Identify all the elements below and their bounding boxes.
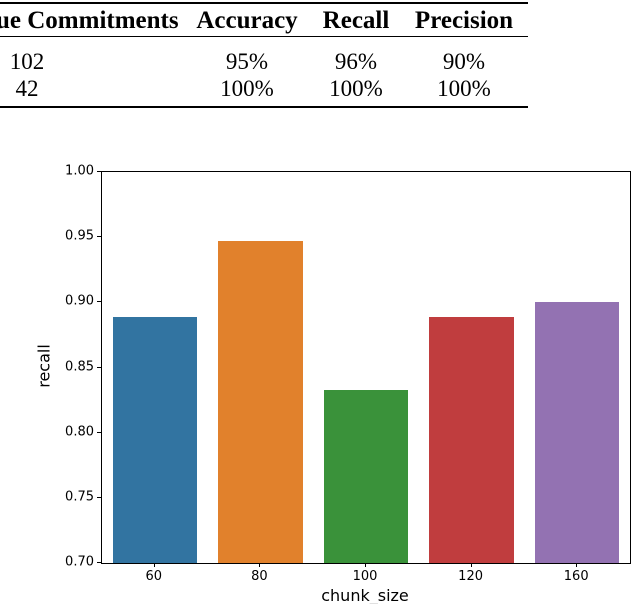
table-cell: 100%: [329, 76, 383, 101]
recall-bar-chart: recall 60 80 100 120 160 1.00 0.95 0.90 0.85 0.80…: [0, 140, 640, 604]
table-top-rule: [0, 2, 528, 4]
y-tick-mark: [97, 562, 101, 563]
y-tick-label: 0.90: [65, 293, 94, 309]
plot-area: [101, 171, 631, 564]
y-tick-label: 1.00: [65, 163, 94, 179]
table-cell: 102: [9, 49, 45, 74]
x-tick-mark: [259, 563, 261, 567]
table-cell: 95%: [225, 49, 269, 74]
y-tick-mark: [97, 366, 101, 368]
bar-chunk-80: [218, 241, 303, 563]
results-table: ue Commitments Accuracy Recall Precision…: [0, 0, 640, 115]
bar-chunk-60: [112, 316, 198, 563]
y-tick-label: 0.85: [65, 359, 94, 374]
x-tick-label: 160: [563, 569, 589, 584]
x-tick-mark: [576, 563, 578, 567]
bar-chunk-100: [323, 389, 409, 563]
y-tick-label: 0.80: [65, 424, 94, 440]
table-cell: 96%: [334, 49, 378, 74]
y-tick-label: 0.95: [65, 228, 94, 244]
y-tick-mark: [97, 431, 101, 433]
y-axis-label: recall: [34, 344, 54, 388]
bar-chunk-120: [429, 316, 514, 563]
table-cell: 90%: [442, 49, 486, 74]
y-tick-label: 0.70: [65, 554, 94, 570]
table-cell: 42: [15, 76, 39, 101]
x-tick-label: 60: [145, 569, 163, 584]
bar-chunk-160: [534, 302, 620, 563]
x-tick-mark: [470, 563, 472, 567]
x-tick-mark: [365, 563, 366, 567]
table-header-accuracy: Accuracy: [196, 7, 298, 34]
table-header-recall: Recall: [322, 7, 390, 34]
table-cell: 100%: [437, 76, 491, 101]
y-tick-mark: [97, 301, 101, 303]
x-tick-label: 100: [352, 569, 378, 584]
table-bottom-rule: [0, 106, 528, 108]
y-tick-mark: [97, 236, 101, 238]
table-mid-rule: [0, 36, 528, 38]
table-cell: 100%: [220, 76, 274, 101]
y-tick-label: 0.75: [65, 489, 94, 505]
table-header-precision: Precision: [414, 7, 514, 34]
x-tick-label: 120: [458, 569, 484, 584]
y-tick-mark: [97, 171, 101, 172]
x-tick-label: 80: [251, 569, 268, 584]
x-axis-label: chunk_size: [321, 586, 409, 604]
y-tick-mark: [97, 496, 101, 498]
table-header-commitments: ue Commitments: [0, 7, 179, 34]
x-tick-mark: [153, 563, 155, 567]
